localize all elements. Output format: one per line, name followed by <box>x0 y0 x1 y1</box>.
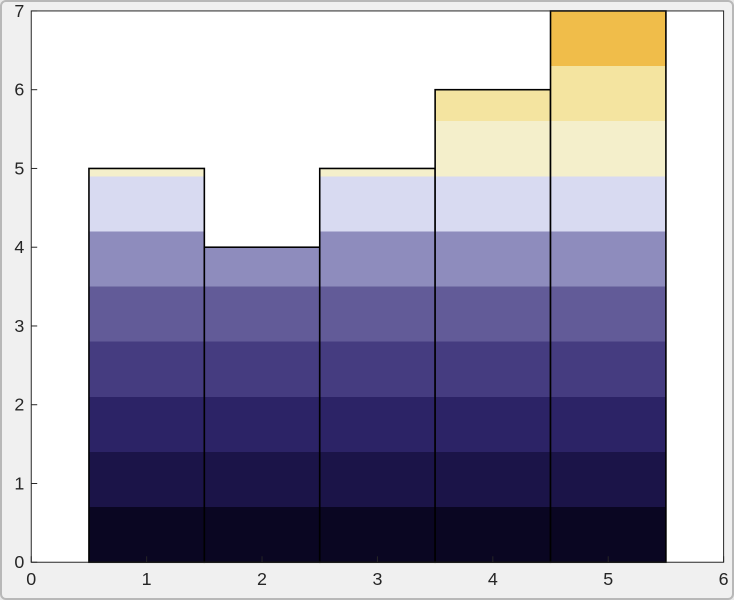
bar-1-segment-4 <box>88 341 205 397</box>
bar-2-segment-5 <box>204 286 320 342</box>
bar-3-segment-8 <box>319 168 436 177</box>
bar-4-segment-6 <box>435 231 551 287</box>
bar-4-segment-8 <box>435 121 551 177</box>
y-tick-label: 1 <box>14 473 24 493</box>
bar-4-segment-2 <box>435 451 551 508</box>
bar-1-segment-5 <box>88 286 205 342</box>
y-tick-label: 3 <box>14 316 24 336</box>
bar-2 <box>203 246 321 564</box>
bar-2-segment-6 <box>204 247 320 287</box>
bar-5-segment-8 <box>550 121 666 177</box>
bar-1-segment-8 <box>88 168 205 177</box>
bar-3-segment-2 <box>319 451 436 508</box>
y-tick-label: 2 <box>14 395 24 415</box>
bar-5 <box>549 10 667 564</box>
bar-4-segment-4 <box>435 341 551 397</box>
bar-1-segment-6 <box>88 231 205 287</box>
bar-4-segment-3 <box>435 396 551 452</box>
bar-1-segment-3 <box>88 396 205 452</box>
bar-3 <box>318 167 436 564</box>
bar-4 <box>434 88 552 564</box>
bar-3-segment-3 <box>319 396 436 452</box>
bar-1-segment-7 <box>88 176 205 232</box>
bar-3-segment-4 <box>319 341 436 397</box>
bar-5-segment-2 <box>550 451 666 508</box>
bar-3-segment-7 <box>319 176 436 232</box>
bar-2-segment-3 <box>204 396 320 452</box>
bar-2-segment-2 <box>204 451 320 508</box>
bar-5-segment-5 <box>550 286 666 342</box>
x-tick-label: 1 <box>142 569 152 589</box>
y-tick-label: 6 <box>14 80 24 100</box>
bar-1-segment-1 <box>88 507 205 563</box>
x-tick-label: 2 <box>257 569 267 589</box>
x-tick-label: 0 <box>26 569 36 589</box>
bar-4-segment-7 <box>435 176 551 232</box>
bar-4-segment-5 <box>435 286 551 342</box>
bar-2-segment-1 <box>204 507 320 563</box>
x-tick-label: 4 <box>488 569 498 589</box>
bar-5-segment-9 <box>550 66 666 122</box>
y-tick-label: 5 <box>14 158 24 178</box>
bar-3-segment-1 <box>319 507 436 563</box>
y-tick-label: 7 <box>14 2 24 21</box>
bar-2-segment-4 <box>204 341 320 397</box>
bar-5-segment-3 <box>550 396 666 452</box>
y-tick-label: 0 <box>14 552 24 572</box>
bar-4-segment-9 <box>435 89 551 122</box>
x-tick-label: 5 <box>603 569 613 589</box>
bar-5-segment-7 <box>550 176 666 232</box>
bar-5-segment-6 <box>550 231 666 287</box>
bar-5-segment-10 <box>550 10 666 67</box>
bar-1 <box>88 167 206 564</box>
bar-3-segment-6 <box>319 231 436 287</box>
x-tick-label: 6 <box>719 569 729 589</box>
bar-1-segment-2 <box>88 451 205 508</box>
bar-5-segment-4 <box>550 341 666 397</box>
y-tick-label: 4 <box>14 237 24 257</box>
bar-3-segment-5 <box>319 286 436 342</box>
bar-4-segment-1 <box>435 507 551 563</box>
bar-5-segment-1 <box>550 507 666 563</box>
x-tick-label: 3 <box>372 569 382 589</box>
